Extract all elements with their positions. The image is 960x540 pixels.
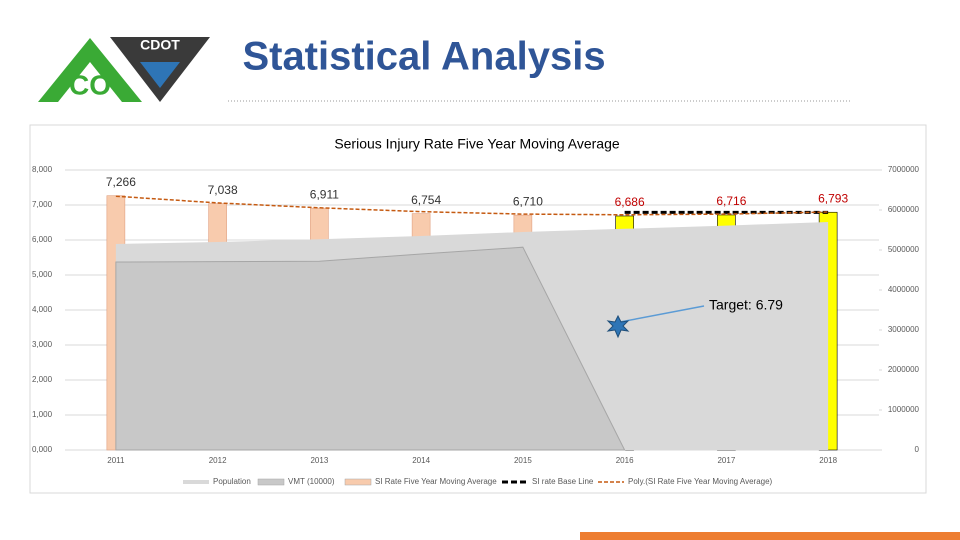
legend-swatch [344, 478, 372, 486]
y2-tick-label: 7000000 [888, 165, 920, 174]
legend-label: SI Rate Five Year Moving Average [375, 477, 497, 486]
y-tick-label: 2,000 [32, 375, 53, 384]
x-tick-label: 2011 [107, 456, 125, 465]
y2-tick-label: 0 [915, 445, 920, 454]
logo-co: CO [69, 69, 111, 100]
logo: CO CDOT [38, 37, 210, 102]
y2-tick-label: 3000000 [888, 325, 920, 334]
y-tick-label: 5,000 [32, 270, 53, 279]
logo-mountain-inner [58, 62, 122, 102]
x-tick-label: 2013 [310, 456, 328, 465]
y2-tick-label: 4000000 [888, 285, 920, 294]
logo-cdot: CDOT [140, 37, 180, 53]
y2-tick-label: 5000000 [888, 245, 920, 254]
line [115, 195, 829, 216]
data-label: 6,686 [615, 195, 645, 209]
chart-title: Serious Injury Rate Five Year Moving Ave… [334, 136, 620, 152]
x-tick-label: 2015 [514, 456, 532, 465]
area [115, 246, 626, 451]
y-tick-label: 8,000 [32, 165, 53, 174]
data-label: 7,038 [208, 183, 238, 197]
y2-tick-label: 1000000 [888, 405, 920, 414]
logo-shield-inner [140, 62, 180, 88]
x-tick-label: 2016 [616, 456, 634, 465]
y2-tick-label: 2000000 [888, 365, 920, 374]
legend-label: Poly.(SI Rate Five Year Moving Average) [628, 477, 773, 486]
data-label: 6,754 [411, 193, 441, 207]
plot: 0,000 1,000 2,000 3,000 4,000 5,000 6,000 7,000… [32, 165, 920, 486]
data-label: 6,911 [310, 187, 339, 201]
footer-bar [580, 532, 960, 540]
x-tick-label: 2014 [412, 456, 430, 465]
y-tick-label: 3,000 [32, 340, 53, 349]
annotation-arrow [619, 305, 705, 323]
legend-label: VMT (10000) [288, 477, 335, 486]
x-tick-label: 2012 [209, 456, 227, 465]
x-tick-label: 2018 [819, 456, 837, 465]
y-tick-label: 4,000 [32, 305, 53, 314]
y2-tick-label: 6000000 [888, 205, 920, 214]
y-tick-label: 0,000 [32, 445, 53, 454]
legend-swatch [257, 478, 285, 486]
data-label: 6,716 [716, 194, 746, 208]
x-tick-label: 2017 [717, 456, 735, 465]
data-label: 6,710 [513, 194, 543, 208]
legend-label: SI rate Base Line [532, 477, 594, 486]
target-star [606, 314, 630, 339]
legend-label: Population [213, 477, 251, 486]
data-label: 7,266 [106, 175, 136, 189]
slide-title: Statistical Analysis [242, 35, 605, 79]
y-tick-label: 7,000 [32, 200, 53, 209]
annotation: Target: 6.79 [709, 297, 783, 313]
y-tick-label: 1,000 [32, 410, 53, 419]
data-label: 6,793 [818, 191, 848, 205]
y-tick-label: 6,000 [32, 235, 53, 244]
